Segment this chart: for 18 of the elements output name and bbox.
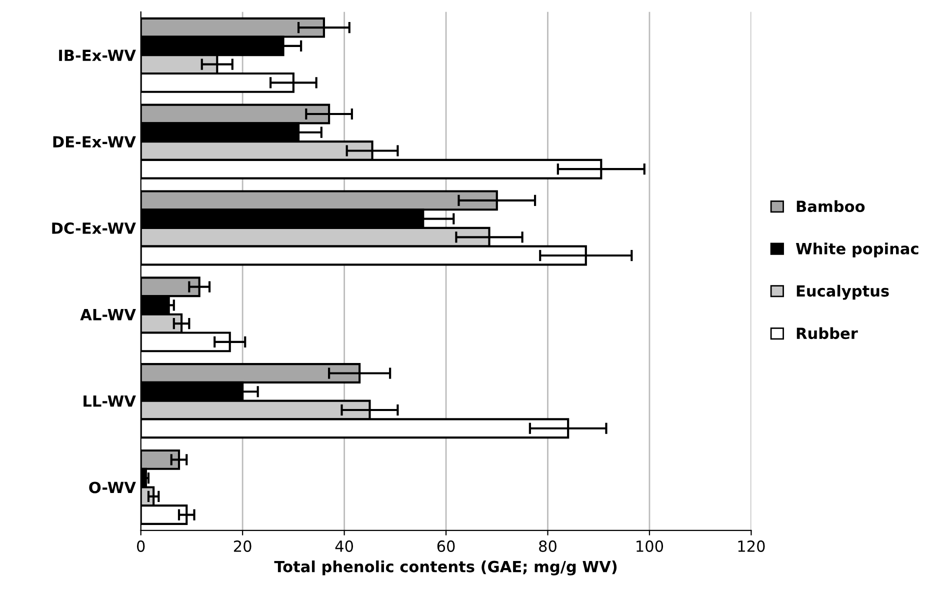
x-tick-label: 120 [738,540,765,552]
legend-label: Eucalyptus [796,284,889,300]
y-tick-label: IB-Ex-WV [59,50,136,61]
x-tick-label: 20 [234,540,252,552]
legend-label: White popinac [796,242,918,258]
y-tick-label: LL-WV [84,395,136,407]
y-tick-label: O-WV [89,482,136,494]
y-tick-label: DC-Ex-WV [52,222,136,234]
x-axis-title: Total phenolic contents (GAE; mg/g WV) [274,560,617,576]
legend-label: Bamboo [796,200,865,212]
y-tick-label: AL-WV [80,309,136,320]
x-tick-label: 0 [136,540,145,552]
legend-label: Rubber [796,327,858,340]
y-tick-label: DE-Ex-WV [53,136,136,148]
x-tick-label: 80 [539,540,556,552]
x-tick-label: 60 [437,540,455,552]
x-tick-label: 100 [636,540,664,552]
x-tick-label: 40 [335,540,354,552]
